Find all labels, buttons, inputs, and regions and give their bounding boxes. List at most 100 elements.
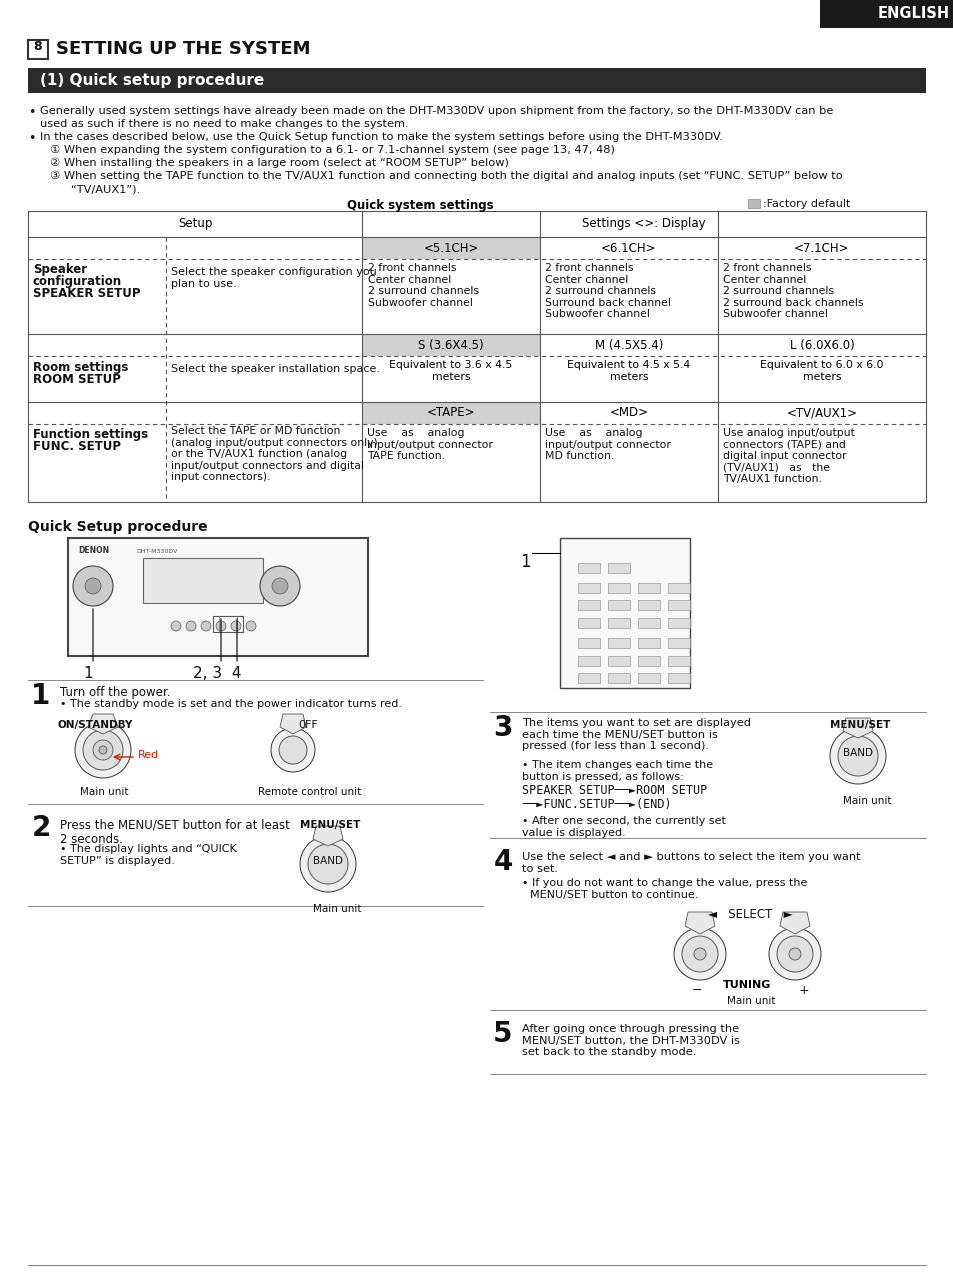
Circle shape [92,740,112,760]
Bar [578,673,599,683]
Text: <TV/AUX1>: <TV/AUX1> [785,406,857,419]
Text: ON/STANDBY: ON/STANDBY [58,720,133,730]
Bar [28,68,925,94]
Bar [638,600,659,610]
Text: •: • [28,106,35,119]
Circle shape [231,621,241,632]
Text: 0FF: 0FF [297,720,317,730]
Circle shape [99,746,107,755]
Text: Setup: Setup [177,218,212,231]
Bar [578,617,599,628]
Bar [578,600,599,610]
Text: • The standby mode is set and the power indicator turns red.: • The standby mode is set and the power … [60,699,401,708]
Text: Select the speaker installation space.: Select the speaker installation space. [171,364,379,374]
Text: Remote control unit: Remote control unit [257,787,361,797]
Text: Select the speaker configuration you
plan to use.: Select the speaker configuration you pla… [171,266,376,288]
Bar [28,40,48,59]
Polygon shape [313,826,343,845]
Text: Use the select ◄ and ► buttons to select the item you want: Use the select ◄ and ► buttons to select… [521,852,860,862]
Circle shape [75,722,131,778]
Text: ENGLISH: ENGLISH [877,6,949,22]
Text: MENU/SET: MENU/SET [829,720,889,730]
Text: • After one second, the currently set
value is displayed.: • After one second, the currently set va… [521,816,725,838]
Text: Select the TAPE or MD function
(analog input/output connectors only)
or the TV/A: Select the TAPE or MD function (analog i… [171,427,377,483]
Polygon shape [684,912,714,934]
Polygon shape [780,912,809,934]
Bar [638,583,659,593]
Text: <5.1CH>: <5.1CH> [423,242,478,255]
Circle shape [73,566,112,606]
Bar [667,673,689,683]
Text: (1) Quick setup procedure: (1) Quick setup procedure [40,73,264,88]
Bar [820,0,953,28]
Text: MENU/SET: MENU/SET [299,820,360,830]
Text: Press the MENU/SET button for at least
2 seconds.: Press the MENU/SET button for at least 2… [60,819,290,845]
Text: BAND: BAND [313,856,343,866]
Bar [667,656,689,666]
Text: Main unit: Main unit [80,787,129,797]
Text: Settings <>: Display: Settings <>: Display [581,218,705,231]
Text: Equivalent to 4.5 x 5.4
meters: Equivalent to 4.5 x 5.4 meters [567,360,690,382]
Text: 8: 8 [33,40,42,53]
Text: SETTING UP THE SYSTEM: SETTING UP THE SYSTEM [56,40,310,58]
Text: +: + [799,984,809,997]
Text: Equivalent to 3.6 x 4.5
meters: Equivalent to 3.6 x 4.5 meters [389,360,512,382]
Text: • If you do not want to change the value, press the: • If you do not want to change the value… [521,877,806,888]
Circle shape [308,844,348,884]
Text: ① When expanding the system configuration to a 6.1- or 7.1-channel system (see p: ① When expanding the system configuratio… [50,145,615,155]
Text: Main unit: Main unit [842,796,890,806]
Text: to set.: to set. [521,863,558,874]
Circle shape [272,578,288,594]
Bar [747,199,760,208]
Text: DENON: DENON [78,546,109,555]
Text: Function settings: Function settings [33,428,148,441]
Text: Quick system settings: Quick system settings [346,199,493,211]
Circle shape [768,927,821,980]
Circle shape [829,728,885,784]
Bar [361,237,539,259]
Text: ROOM SETUP: ROOM SETUP [33,373,121,386]
Text: Generally used system settings have already been made on the DHT-M330DV upon shi: Generally used system settings have alre… [40,106,833,117]
Bar [638,673,659,683]
Text: Red: Red [138,749,159,760]
Text: Quick Setup procedure: Quick Setup procedure [28,520,208,534]
Text: Use analog input/output
connectors (TAPE) and
digital input connector
(TV/AUX1) : Use analog input/output connectors (TAPE… [722,428,854,484]
Circle shape [776,936,812,972]
Circle shape [673,927,725,980]
Text: :Factory default: :Factory default [762,199,849,209]
Text: • The item changes each time the
button is pressed, as follows:: • The item changes each time the button … [521,760,713,781]
Text: Room settings: Room settings [33,361,129,374]
Circle shape [85,578,101,594]
Bar [578,656,599,666]
Text: Equivalent to 6.0 x 6.0
meters: Equivalent to 6.0 x 6.0 meters [760,360,882,382]
Text: 4: 4 [493,848,512,876]
Circle shape [201,621,211,632]
Circle shape [271,728,314,772]
Bar [559,538,689,688]
Text: 1: 1 [519,553,530,571]
Circle shape [788,948,801,959]
Circle shape [186,621,195,632]
Text: Use    as    analog
input/output connector
MD function.: Use as analog input/output connector MD … [544,428,670,461]
Bar [607,600,629,610]
Bar [213,616,243,632]
Bar [607,564,629,573]
Bar [361,334,539,356]
Bar [607,617,629,628]
Text: TUNING: TUNING [722,980,771,990]
Bar [667,617,689,628]
Circle shape [278,737,307,763]
Text: After going once through pressing the
MENU/SET button, the DHT-M330DV is
set bac: After going once through pressing the ME… [521,1024,740,1057]
Circle shape [83,730,123,770]
Text: ② When installing the speakers in a large room (select at “ROOM SETUP” below): ② When installing the speakers in a larg… [50,158,508,168]
Text: In the cases described below, use the Quick Setup function to make the system se: In the cases described below, use the Qu… [40,132,722,142]
Bar [143,559,263,603]
Text: DHT-M330DV: DHT-M330DV [136,550,177,553]
Bar [638,617,659,628]
Circle shape [681,936,718,972]
Text: • The display lights and “QUICK
SETUP” is displayed.: • The display lights and “QUICK SETUP” i… [60,844,236,866]
Polygon shape [88,714,118,734]
Text: 2: 2 [31,813,51,842]
Bar [607,638,629,648]
Bar [638,656,659,666]
